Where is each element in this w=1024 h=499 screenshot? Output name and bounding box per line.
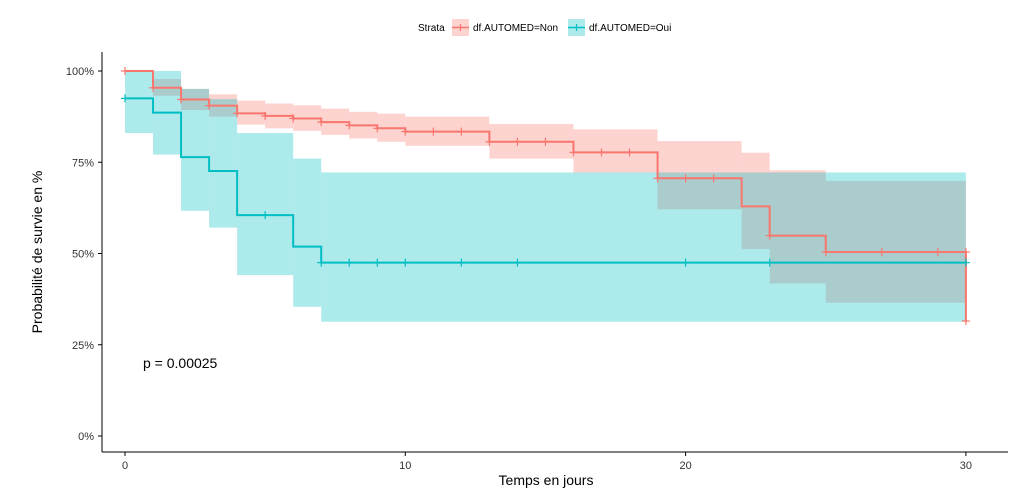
censor-mark: [429, 127, 438, 136]
censor-mark: [961, 248, 970, 257]
censor-mark: [597, 148, 606, 157]
censor-mark: [513, 137, 522, 146]
legend-title: Strata: [418, 23, 445, 34]
x-tick-label: 0: [122, 460, 128, 472]
censor-mark: [121, 67, 129, 75]
censor-mark: [541, 137, 550, 146]
ci-band-1: [321, 172, 966, 322]
x-axis-title: Temps en jours: [499, 472, 594, 488]
censor-mark: [345, 258, 354, 267]
censor-mark: [121, 94, 129, 103]
censor-mark: [233, 109, 242, 118]
ci-band-1: [209, 99, 238, 228]
censor-mark: [289, 114, 298, 123]
censor-mark: [485, 137, 494, 146]
legend-label-1: df.AUTOMED=Oui: [589, 23, 671, 34]
ci-band-1: [125, 71, 154, 134]
y-axis-title: Probabilité de survie en %: [29, 171, 45, 334]
ci-band-0: [741, 152, 770, 250]
ci-band-1: [181, 88, 210, 211]
censor-mark: [653, 174, 662, 183]
censor-mark: [457, 127, 466, 136]
censor-mark: [317, 118, 326, 127]
censor-mark: [373, 124, 382, 133]
ci-band-1: [237, 133, 294, 276]
x-tick-label: 30: [960, 460, 972, 472]
censor-mark: [261, 211, 270, 220]
censor-mark: [373, 258, 382, 267]
survival-line-1: [125, 97, 966, 264]
censor-mark: [149, 83, 158, 92]
legend-label-0: df.AUTOMED=Non: [473, 23, 558, 34]
x-tick-label: 20: [679, 460, 691, 472]
censor-mark: [681, 174, 690, 183]
censor-mark: [205, 101, 214, 110]
censor-marks: [121, 67, 970, 326]
censor-mark: [317, 258, 326, 267]
censor-mark: [765, 258, 774, 267]
ci-band-0: [769, 170, 826, 284]
p-value-annotation: p = 0.00025: [143, 355, 218, 371]
censor-mark: [261, 111, 270, 120]
x-tick-label: 10: [399, 460, 411, 472]
censor-mark: [933, 248, 942, 257]
censor-mark: [345, 121, 354, 130]
y-axis-ticks: 0% 25% 50% 75% 100%: [66, 66, 102, 443]
censor-mark: [177, 95, 186, 104]
censor-mark: [681, 258, 690, 267]
censor-mark: [569, 148, 578, 157]
censor-mark: [961, 317, 970, 326]
y-tick-label: 75%: [72, 157, 94, 169]
censor-mark: [765, 231, 774, 240]
ci-band-0: [573, 129, 658, 173]
censor-mark: [513, 258, 522, 267]
legend: Strata df.AUTOMED=Non df.AUTOMED=Oui: [418, 19, 671, 36]
y-tick-label: 100%: [66, 66, 94, 78]
y-tick-label: 25%: [72, 340, 94, 352]
censor-mark: [401, 258, 410, 267]
ci-band-0: [825, 180, 966, 303]
censor-mark: [877, 248, 886, 257]
censor-mark: [457, 258, 466, 267]
ci-band-0: [657, 141, 742, 210]
y-tick-label: 50%: [72, 249, 94, 261]
y-tick-label: 0%: [78, 431, 94, 443]
ci-band-1: [293, 158, 322, 307]
censor-mark: [821, 248, 830, 257]
censor-mark: [625, 148, 634, 157]
censor-mark: [709, 174, 718, 183]
censor-mark: [961, 258, 970, 267]
censor-mark: [401, 127, 410, 136]
x-axis-ticks: 0 10 20 30: [122, 452, 972, 472]
confidence-bands: [125, 71, 966, 322]
